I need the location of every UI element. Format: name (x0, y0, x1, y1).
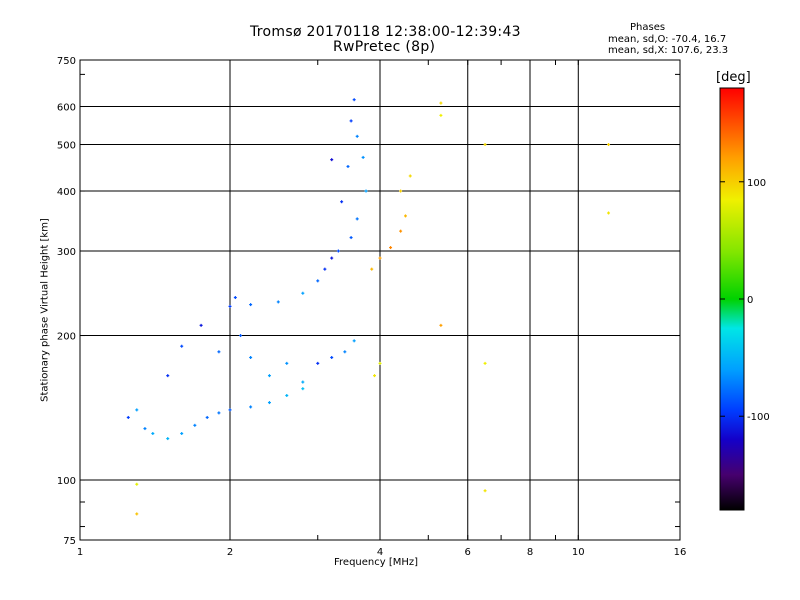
y-tick-label: 750 (57, 56, 76, 67)
o-mode-point (330, 355, 334, 359)
o-mode-point (180, 432, 184, 436)
colorbar-tick-label: 100 (747, 178, 766, 189)
x-mode-point (607, 143, 611, 147)
o-mode-point (301, 380, 305, 384)
phases-heading: Phases (630, 22, 666, 33)
o-mode-point (135, 408, 139, 412)
o-mode-point (228, 408, 232, 412)
o-mode-point (361, 155, 365, 159)
x-mode-point (378, 256, 382, 260)
x-mode-point (439, 101, 443, 105)
axis-ticks: 1 2 4 6 8 10 16 75 100 200 300 400 500 600 750 (57, 56, 686, 558)
o-mode-point (355, 134, 359, 138)
y-tick-label: 300 (57, 247, 76, 258)
x-tick-label: 6 (465, 547, 471, 558)
colorbar: 100 0 -100 (719, 87, 770, 511)
o-mode-point (193, 423, 197, 427)
x-mode-point (483, 143, 487, 147)
o-mode-point (267, 374, 271, 378)
x-mode-point (408, 174, 412, 178)
o-mode-point (301, 387, 305, 391)
x-mode-point (607, 211, 611, 215)
x-tick-label: 4 (377, 547, 383, 558)
o-mode-point (285, 361, 289, 365)
y-axis-label: Stationary phase Virtual Height [km] (39, 218, 51, 402)
o-mode-phase-stats: mean, sd,O: -70.4, 16.7 (608, 34, 727, 45)
x-mode-point (389, 246, 393, 250)
o-mode-point (249, 405, 253, 409)
o-mode-point (340, 200, 344, 204)
o-mode-point (285, 394, 289, 398)
o-mode-point (267, 401, 271, 405)
x-mode-point (439, 113, 443, 117)
o-mode-point (364, 189, 368, 193)
colorbar-tick-label: 0 (747, 295, 753, 306)
y-tick-label: 200 (57, 332, 76, 343)
x-mode-point (403, 214, 407, 218)
x-mode-point (399, 189, 403, 193)
o-mode-point (143, 427, 147, 431)
o-mode-point (126, 415, 130, 419)
x-mode-point (135, 512, 139, 516)
x-tick-label: 1 (77, 547, 83, 558)
o-mode-point (217, 350, 221, 354)
y-tick-label: 400 (57, 187, 76, 198)
x-tick-label: 10 (572, 547, 585, 558)
plot-grid (80, 60, 680, 540)
y-tick-label: 500 (57, 141, 76, 152)
x-tick-label: 8 (527, 547, 533, 558)
o-mode-point (233, 296, 237, 300)
x-mode-point (378, 361, 382, 365)
o-mode-point (151, 432, 155, 436)
o-mode-point (316, 279, 320, 283)
o-mode-point (199, 323, 203, 327)
o-mode-point (249, 355, 253, 359)
chart-subtitle: RwPretec (8p) (333, 39, 436, 55)
o-mode-point (205, 415, 209, 419)
o-mode-point (336, 249, 340, 253)
x-mode-point (439, 323, 443, 327)
x-mode-point (399, 229, 403, 233)
o-mode-point (355, 217, 359, 221)
o-mode-point (352, 98, 356, 102)
x-mode-point (483, 361, 487, 365)
y-tick-label: 100 (57, 476, 76, 487)
o-mode-point (343, 350, 347, 354)
o-mode-point (249, 303, 253, 307)
x-mode-point (373, 374, 377, 378)
x-tick-label: 2 (227, 547, 233, 558)
o-mode-point (346, 164, 350, 168)
o-mode-point (166, 374, 170, 378)
o-mode-point (301, 291, 305, 295)
scatter-points (126, 98, 611, 516)
colorbar-unit-label: [deg] (716, 70, 751, 85)
x-tick-label: 16 (674, 547, 687, 558)
o-mode-point (352, 339, 356, 343)
o-mode-point (323, 267, 327, 271)
chart-title: Tromsø 20170118 12:38:00-12:39:43 (250, 24, 521, 40)
o-mode-point (349, 119, 353, 123)
o-mode-point (180, 344, 184, 348)
o-mode-point (217, 411, 221, 415)
x-axis-label: Frequency [MHz] (334, 557, 419, 568)
o-mode-point (228, 304, 232, 308)
o-mode-point (239, 334, 243, 338)
o-mode-point (276, 300, 280, 304)
o-mode-point (166, 437, 170, 441)
o-mode-point (330, 256, 334, 260)
y-tick-label: 75 (63, 536, 76, 547)
x-mode-point (135, 482, 139, 486)
o-mode-point (330, 158, 334, 162)
o-mode-point (316, 361, 320, 365)
x-mode-phase-stats: mean, sd,X: 107.6, 23.3 (608, 45, 729, 56)
o-mode-point (349, 236, 353, 240)
x-mode-point (483, 489, 487, 493)
y-tick-label: 600 (57, 103, 76, 114)
x-mode-point (370, 267, 374, 271)
colorbar-tick-label: -100 (747, 412, 770, 423)
